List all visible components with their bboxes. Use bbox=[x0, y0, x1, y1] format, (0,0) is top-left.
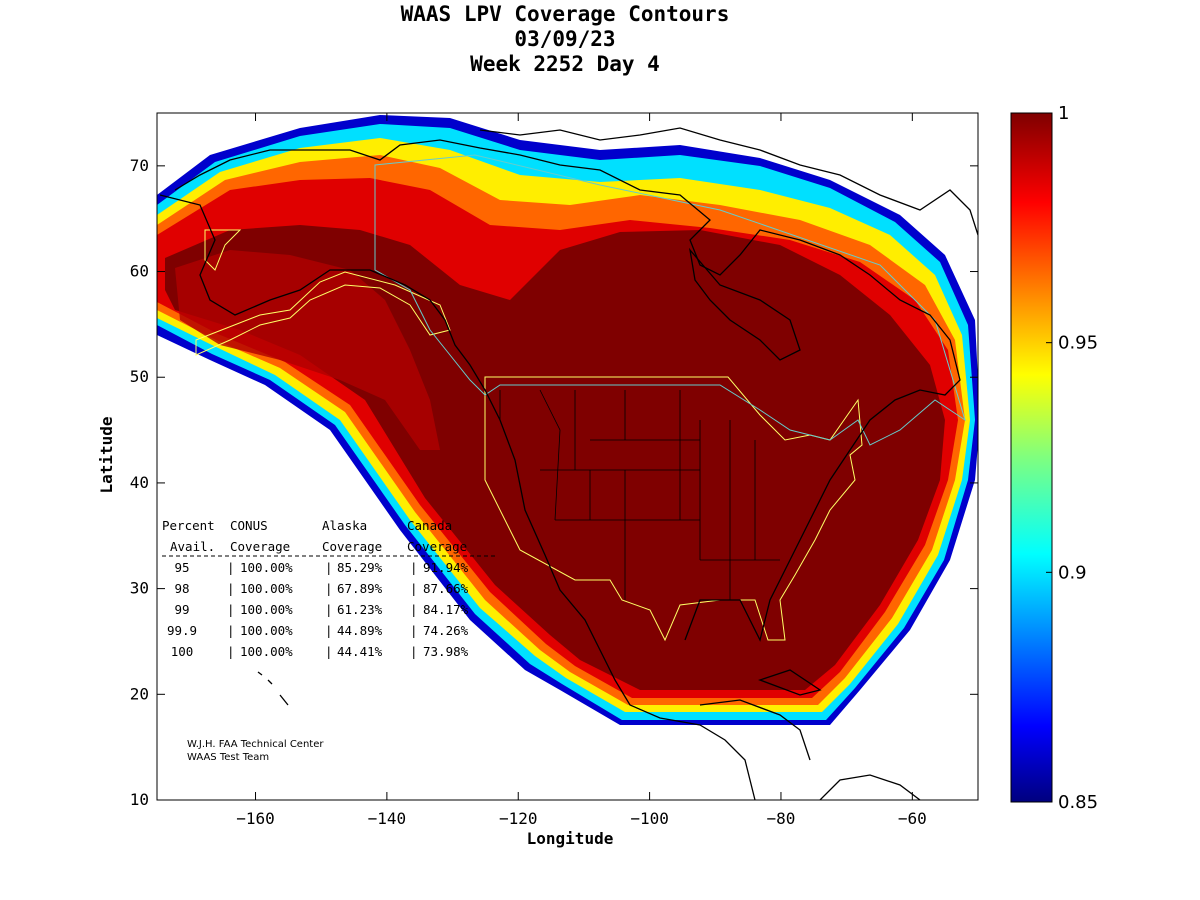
stats-sep: | bbox=[410, 560, 418, 575]
stats-sep: | bbox=[227, 560, 235, 575]
stats-table: Percent CONUS Alaska Canada Avail. Cover… bbox=[162, 518, 495, 659]
plot-frame bbox=[156, 112, 979, 801]
stats-header-coverage-conus: Coverage bbox=[230, 539, 290, 554]
stats-sep: | bbox=[325, 602, 333, 617]
coverage-contours bbox=[157, 115, 978, 800]
stats-alaska: 44.41% bbox=[337, 644, 383, 659]
x-axis: −160 −140 −120 −100 −80 −60 bbox=[236, 113, 927, 828]
stats-sep: | bbox=[410, 581, 418, 596]
canada-boundary bbox=[374, 154, 966, 446]
stats-canada: 91.94% bbox=[423, 560, 469, 575]
stats-sep: | bbox=[227, 581, 235, 596]
stats-row: 98 | 100.00% | 67.89% | 87.66% bbox=[174, 581, 468, 596]
stats-canada: 73.98% bbox=[423, 644, 469, 659]
x-tick-label: −60 bbox=[898, 809, 927, 828]
y-tick-label: 10 bbox=[130, 790, 149, 809]
stats-sep: | bbox=[325, 644, 333, 659]
y-tick-label: 20 bbox=[130, 684, 149, 703]
stats-alaska: 67.89% bbox=[337, 581, 383, 596]
y-tick-label: 30 bbox=[130, 579, 149, 598]
stats-header-conus: CONUS bbox=[230, 518, 268, 533]
y-tick-label: 70 bbox=[130, 156, 149, 175]
stats-sep: | bbox=[410, 623, 418, 638]
stats-sep: | bbox=[227, 644, 235, 659]
stats-row: 95 | 100.00% | 85.29% | 91.94% bbox=[174, 560, 468, 575]
state-borders bbox=[499, 389, 780, 600]
date-subtitle: 03/09/23 bbox=[514, 27, 616, 51]
stats-header-coverage-canada: Coverage bbox=[407, 539, 467, 554]
stats-percent: 95 bbox=[174, 560, 189, 575]
colorbar bbox=[1010, 112, 1053, 803]
stats-conus: 100.00% bbox=[240, 623, 293, 638]
colorbar-tick-label: 0.85 bbox=[1058, 792, 1098, 813]
contour-band-inner-red bbox=[175, 250, 440, 450]
page-title: WAAS LPV Coverage Contours bbox=[400, 2, 730, 26]
x-tick-label: −120 bbox=[499, 809, 538, 828]
stats-canada: 84.17% bbox=[423, 602, 469, 617]
stats-alaska: 85.29% bbox=[337, 560, 383, 575]
stats-rows: 95 | 100.00% | 85.29% | 91.94% 98 | 100.00% | 67.89… bbox=[167, 560, 469, 659]
stats-row: 100 | 100.00% | 44.41% | 73.98% bbox=[171, 644, 469, 659]
alaska-boundary bbox=[195, 229, 451, 356]
stats-header-avail: Avail. bbox=[170, 539, 215, 554]
y-tick-label: 60 bbox=[130, 262, 149, 281]
stats-percent: 98 bbox=[174, 581, 189, 596]
stats-conus: 100.00% bbox=[240, 602, 293, 617]
stats-row: 99 | 100.00% | 61.23% | 84.17% bbox=[174, 602, 468, 617]
y-tick-label: 50 bbox=[130, 367, 149, 386]
stats-row: 99.9 | 100.00% | 44.89% | 74.26% bbox=[167, 623, 469, 638]
x-tick-label: −140 bbox=[368, 809, 407, 828]
y-axis-title: Latitude bbox=[97, 416, 116, 493]
stats-percent: 100 bbox=[171, 644, 194, 659]
colorbar-tick-label: 0.95 bbox=[1058, 333, 1098, 354]
stats-alaska: 44.89% bbox=[337, 623, 383, 638]
credit-line1: W.J.H. FAA Technical Center bbox=[187, 739, 324, 750]
stats-header-coverage-alaska: Coverage bbox=[322, 539, 382, 554]
x-tick-label: −100 bbox=[630, 809, 669, 828]
colorbar-axis: 1 0.95 0.9 0.85 bbox=[1046, 103, 1098, 813]
stats-sep: | bbox=[325, 581, 333, 596]
stats-sep: | bbox=[410, 602, 418, 617]
stats-conus: 100.00% bbox=[240, 560, 293, 575]
x-axis-title: Longitude bbox=[527, 829, 614, 848]
stats-percent: 99.9 bbox=[167, 623, 197, 638]
stats-sep: | bbox=[227, 602, 235, 617]
coastlines bbox=[159, 127, 978, 800]
colorbar-tick-label: 0.9 bbox=[1058, 562, 1087, 583]
stats-header-alaska: Alaska bbox=[322, 518, 367, 533]
stats-canada: 74.26% bbox=[423, 623, 469, 638]
credit-line2: WAAS Test Team bbox=[187, 752, 269, 763]
stats-sep: | bbox=[410, 644, 418, 659]
stats-sep: | bbox=[325, 560, 333, 575]
week-subtitle: Week 2252 Day 4 bbox=[470, 52, 660, 76]
stats-canada: 87.66% bbox=[423, 581, 469, 596]
colorbar-tick-label: 1 bbox=[1058, 103, 1069, 124]
stats-header-percent: Percent bbox=[162, 518, 215, 533]
stats-sep: | bbox=[227, 623, 235, 638]
y-tick-label: 40 bbox=[130, 473, 149, 492]
stats-conus: 100.00% bbox=[240, 581, 293, 596]
stats-sep: | bbox=[325, 623, 333, 638]
y-axis: 10 20 30 40 50 60 70 bbox=[130, 156, 978, 809]
stats-alaska: 61.23% bbox=[337, 602, 383, 617]
stats-conus: 100.00% bbox=[240, 644, 293, 659]
stats-header-canada: Canada bbox=[407, 518, 452, 533]
x-tick-label: −160 bbox=[236, 809, 275, 828]
stats-percent: 99 bbox=[174, 602, 189, 617]
x-tick-label: −80 bbox=[767, 809, 796, 828]
